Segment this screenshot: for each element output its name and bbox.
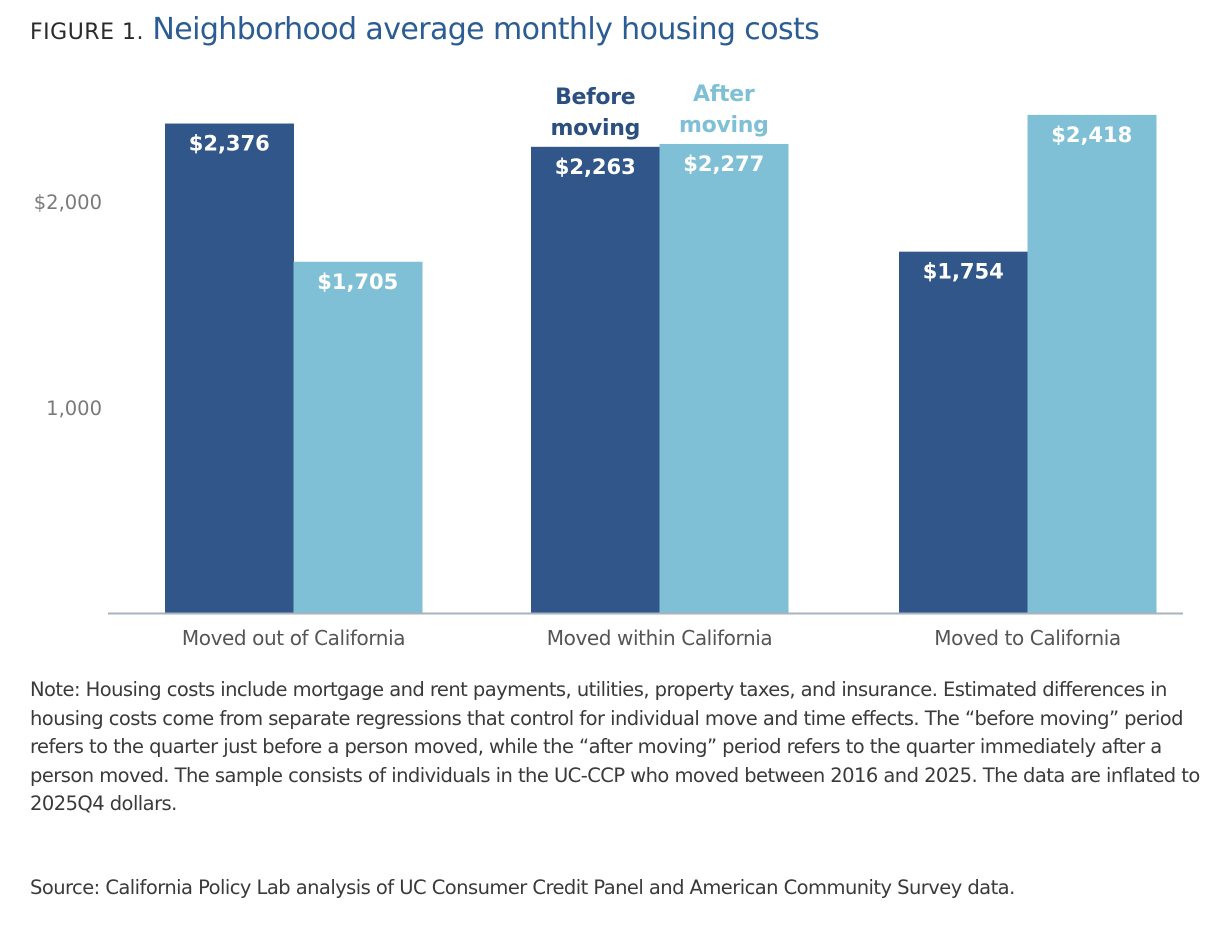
bar-value-label: $1,705 (317, 270, 398, 294)
bar-before-2 (531, 146, 660, 613)
bar-after-1 (293, 261, 423, 613)
bars (165, 114, 1157, 614)
figure-title: FIGURE 1. Neighborhood average monthly h… (30, 12, 820, 47)
bar-after-3 (1027, 114, 1157, 613)
bar-value-label: $1,754 (923, 260, 1004, 284)
legend: Before moving After moving (550, 82, 768, 141)
bar-value-label: $2,376 (189, 132, 270, 156)
bar-before-3 (899, 251, 1028, 613)
chart-note: Note: Housing costs include mortgage and… (30, 678, 1200, 815)
y-axis-ticks: 1,000 $2,000 (34, 191, 102, 420)
y-tick-label: 1,000 (46, 397, 102, 420)
figure-label: FIGURE 1. (30, 20, 144, 45)
bar-value-label: $2,277 (683, 152, 764, 176)
legend-label-before: moving (550, 116, 640, 141)
bar-chart: 1,000 $2,000 $2,376 $1,705 $2,263 $2,277 $1,7… (34, 82, 1183, 650)
legend-label-after: After (693, 82, 755, 107)
legend-label-before: Before (555, 85, 635, 110)
chart-title: Neighborhood average monthly housing cos… (152, 12, 820, 47)
bar-before-1 (165, 123, 294, 613)
legend-label-after: moving (679, 113, 769, 138)
chart-source: Source: California Policy Lab analysis o… (30, 876, 1015, 899)
x-axis-labels: Moved out of California Moved within Cali… (182, 626, 1121, 650)
bar-value-labels: $2,376 $1,705 $2,263 $2,277 $1,754 $2,418 (189, 123, 1133, 294)
x-tick-label: Moved out of California (182, 626, 405, 650)
x-tick-label: Moved to California (934, 626, 1121, 650)
y-tick-label: $2,000 (34, 191, 102, 214)
bar-value-label: $2,418 (1051, 123, 1132, 147)
bar-after-2 (659, 143, 789, 614)
x-tick-label: Moved within California (547, 626, 772, 650)
bar-value-label: $2,263 (555, 155, 636, 179)
